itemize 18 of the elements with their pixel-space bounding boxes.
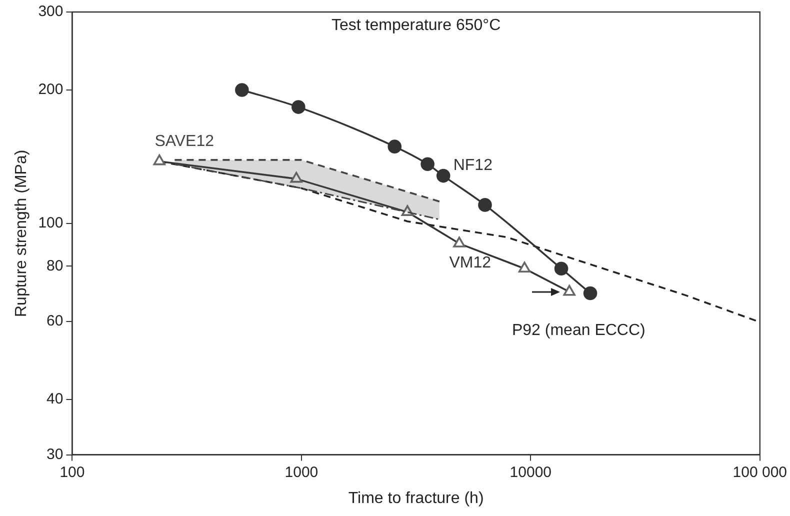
y-tick-label: 40 — [46, 390, 64, 408]
x-tick-label: 100 000 — [732, 464, 788, 481]
y-tick-label: 60 — [46, 312, 64, 330]
series-label: VM12 — [449, 254, 492, 272]
x-tick-label: 1000 — [284, 464, 318, 481]
x-tick-label: 100 — [60, 464, 85, 481]
series-label: NF12 — [453, 156, 493, 174]
text: P92 (mean ECCC) — [512, 322, 646, 340]
annotation: Test temperature 650°C — [331, 17, 501, 34]
series-label: SAVE12 — [154, 132, 214, 150]
x-tick-label: 10000 — [510, 464, 552, 481]
y-tick-label: 100 — [38, 214, 64, 232]
y-tick-label: 80 — [46, 257, 64, 274]
y-axis-title: Rupture strength (MPa) — [13, 150, 30, 317]
y-tick-label: 300 — [38, 3, 64, 20]
y-tick-label: 30 — [46, 446, 64, 463]
x-axis-title: Time to fracture (h) — [348, 490, 484, 507]
y-tick-label: 200 — [38, 81, 64, 98]
